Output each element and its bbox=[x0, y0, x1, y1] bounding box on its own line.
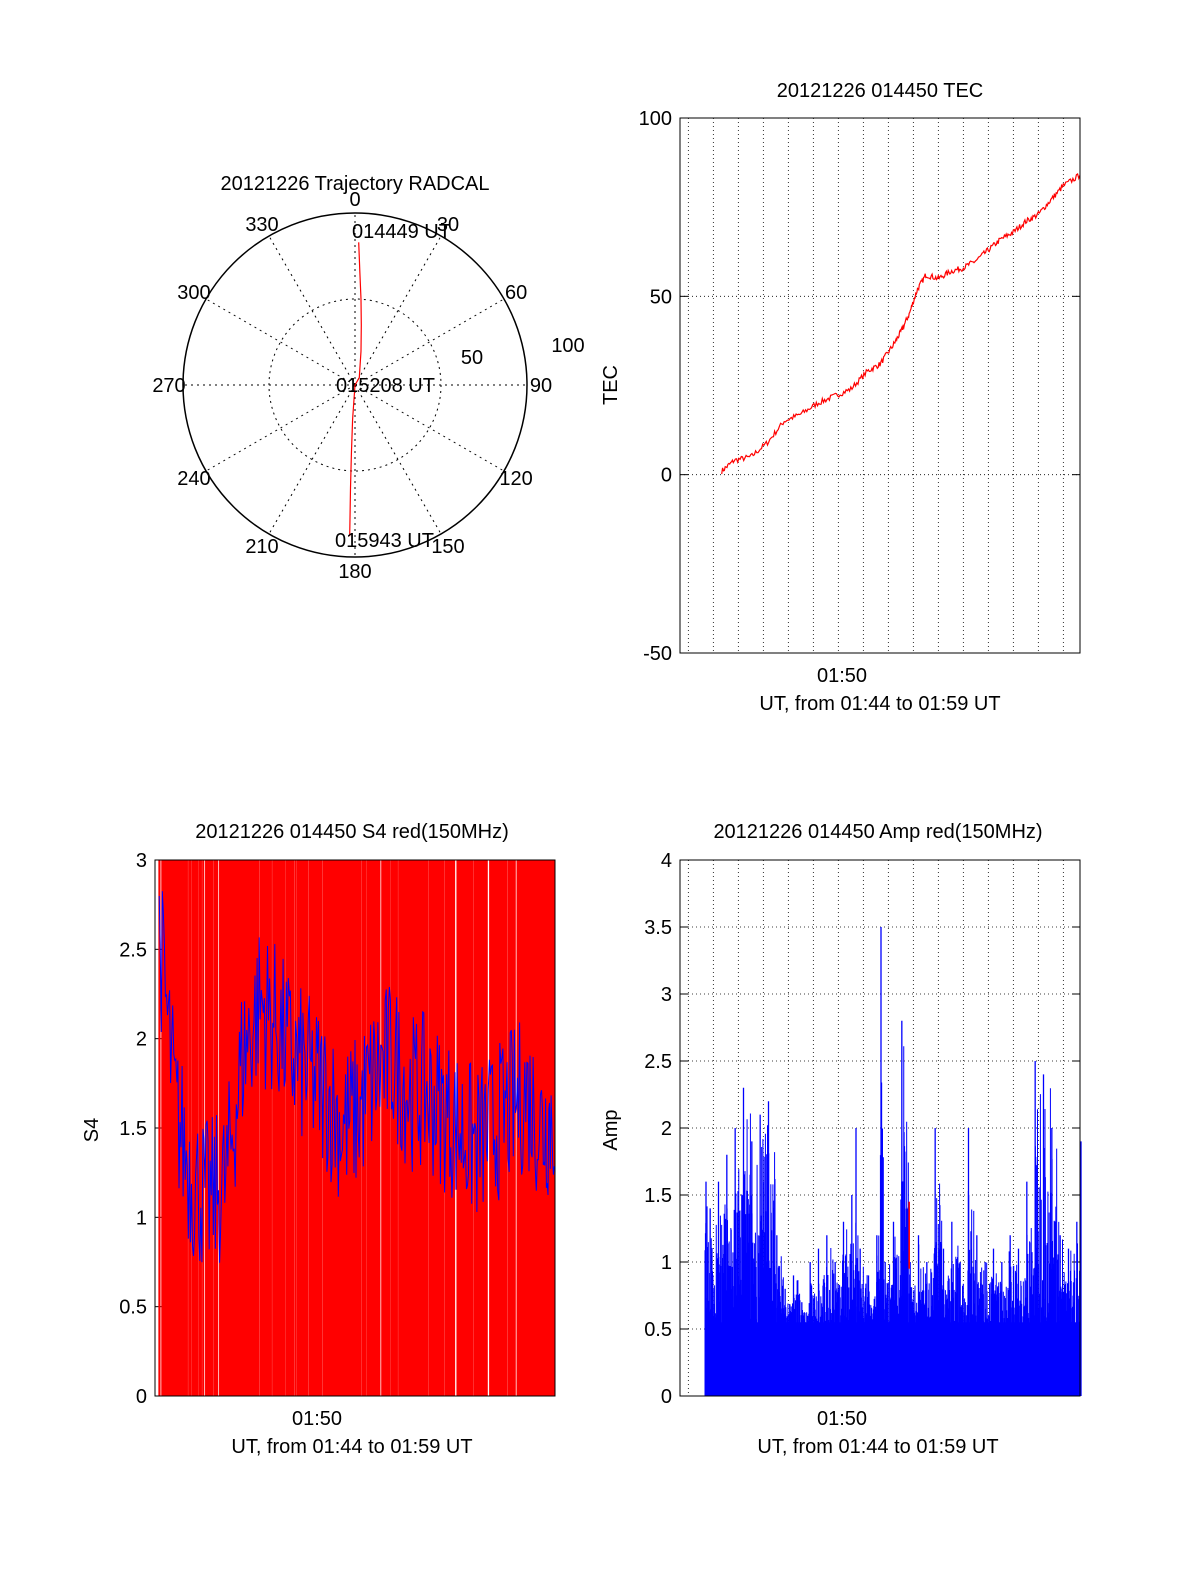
polar-angle-label-120: 120 bbox=[499, 468, 532, 490]
amp-title: 20121226 014450 Amp red(150MHz) bbox=[713, 821, 1042, 843]
tec-y-axis-label: TEC bbox=[600, 365, 622, 405]
polar-angle-label-60: 60 bbox=[505, 282, 527, 304]
polar-spoke-120 bbox=[355, 385, 504, 471]
s4-title: 20121226 014450 S4 red(150MHz) bbox=[195, 821, 509, 843]
amp-ytick-label: 4 bbox=[661, 850, 672, 872]
tec-ytick-label: 0 bbox=[661, 465, 672, 487]
polar-angle-label-180: 180 bbox=[338, 561, 371, 583]
polar-spoke-210 bbox=[269, 385, 355, 534]
amp-plot: 20121226 014450 Amp red(150MHz) 0 0.5 1 1.5… bbox=[600, 821, 1081, 1458]
polar-angle-label-210: 210 bbox=[245, 536, 278, 558]
tec-grid bbox=[680, 118, 1080, 653]
radius-label-100: 100 bbox=[551, 335, 584, 357]
amp-blue-series bbox=[705, 927, 1081, 1396]
polar-angle-label-0: 0 bbox=[349, 189, 360, 211]
tec-ytick-label: 50 bbox=[650, 286, 672, 308]
tec-title: 20121226 014450 TEC bbox=[777, 80, 983, 102]
tec-series-line bbox=[722, 174, 1080, 474]
polar-angle-label-270: 270 bbox=[152, 375, 185, 397]
polar-spoke-240 bbox=[206, 385, 355, 471]
s4-ytick-label: 1.5 bbox=[119, 1118, 147, 1140]
amp-ytick-label: 1.5 bbox=[644, 1185, 672, 1207]
s4-ytick-label: 0 bbox=[136, 1386, 147, 1408]
s4-ytick-label: 2 bbox=[136, 1029, 147, 1051]
amp-ytick-label: 2 bbox=[661, 1118, 672, 1140]
figure: 20121226 Trajectory RADCAL 0306090120150… bbox=[0, 0, 1200, 1575]
s4-x-axis-label: UT, from 01:44 to 01:59 UT bbox=[231, 1436, 472, 1458]
tec-ytick-label: 100 bbox=[639, 108, 672, 130]
s4-ytick-label: 3 bbox=[136, 850, 147, 872]
tec-y-ticks: -50 0 50 100 bbox=[639, 108, 1080, 665]
tec-ytick-label: -50 bbox=[643, 643, 672, 665]
s4-ytick-label: 1 bbox=[136, 1207, 147, 1229]
amp-x-tick-0150: 01:50 bbox=[817, 1408, 867, 1430]
tec-x-axis-label: UT, from 01:44 to 01:59 UT bbox=[759, 693, 1000, 715]
amp-ytick-label: 1 bbox=[661, 1252, 672, 1274]
amp-ytick-label: 0.5 bbox=[644, 1319, 672, 1341]
amp-ytick-label: 2.5 bbox=[644, 1051, 672, 1073]
trajectory-mid-time: 015208 UT bbox=[336, 375, 435, 397]
amp-ytick-label: 0 bbox=[661, 1386, 672, 1408]
s4-y-axis-label: S4 bbox=[81, 1118, 103, 1142]
polar-angle-label-150: 150 bbox=[431, 536, 464, 558]
tec-x-tick-0150: 01:50 bbox=[817, 665, 867, 687]
trajectory-start-time: 014449 UT bbox=[352, 221, 451, 243]
tec-plot: 20121226 014450 TEC -50 0 50 100 01:50 UT, … bbox=[600, 80, 1080, 715]
polar-angle-label-300: 300 bbox=[177, 282, 210, 304]
polar-spoke-300 bbox=[206, 299, 355, 385]
s4-ytick-label: 2.5 bbox=[119, 939, 147, 961]
trajectory-end-time: 015943 UT bbox=[335, 530, 434, 552]
tec-frame bbox=[680, 118, 1080, 653]
amp-ytick-label: 3.5 bbox=[644, 917, 672, 939]
trajectory-plot: 20121226 Trajectory RADCAL 0306090120150… bbox=[152, 173, 584, 583]
polar-spoke-150 bbox=[355, 385, 441, 534]
polar-spoke-30 bbox=[355, 236, 441, 385]
amp-x-axis-label: UT, from 01:44 to 01:59 UT bbox=[757, 1436, 998, 1458]
polar-angle-label-330: 330 bbox=[245, 214, 278, 236]
s4-ytick-label: 0.5 bbox=[119, 1297, 147, 1319]
polar-spoke-330 bbox=[269, 236, 355, 385]
polar-angle-label-240: 240 bbox=[177, 468, 210, 490]
radius-label-50: 50 bbox=[461, 347, 483, 369]
s4-x-tick-0150: 01:50 bbox=[292, 1408, 342, 1430]
polar-spoke-60 bbox=[355, 299, 504, 385]
amp-ytick-label: 3 bbox=[661, 984, 672, 1006]
polar-angle-label-90: 90 bbox=[530, 375, 552, 397]
amp-y-axis-label: Amp bbox=[600, 1109, 622, 1150]
s4-plot: 20121226 014450 S4 red(150MHz) 0 0.5 1 1.5 2… bbox=[81, 821, 555, 1458]
